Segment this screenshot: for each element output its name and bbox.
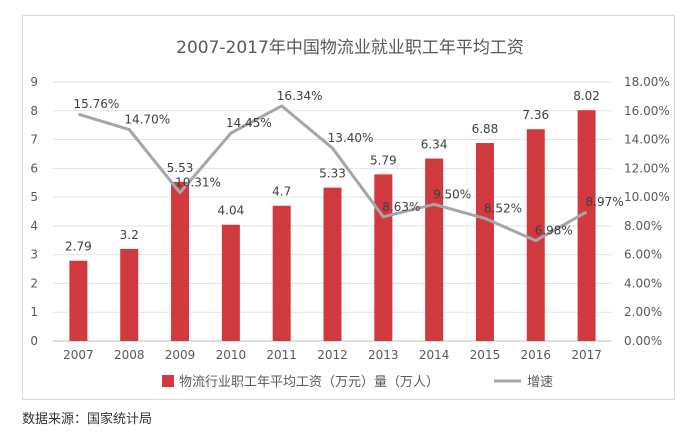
line-value-label: 16.34% [277, 89, 323, 103]
legend-line-label: 增速 [527, 375, 553, 390]
right-tick-label: 18.00% [624, 75, 670, 89]
x-tick-label: 2014 [419, 348, 450, 362]
bar-value-label: 8.02 [573, 89, 600, 103]
x-tick-label: 2013 [368, 348, 399, 362]
right-tick-label: 2.00% [624, 305, 662, 319]
line-value-label: 8.97% [586, 195, 624, 209]
x-tick-label: 2017 [571, 348, 602, 362]
legend: 物流行业职工年平均工资（万元）量（万人） 增速 [162, 375, 553, 390]
bar-value-label: 5.33 [319, 167, 346, 181]
left-tick-label: 1 [30, 305, 38, 319]
right-tick-label: 0.00% [624, 334, 662, 348]
left-tick-label: 3 [30, 248, 38, 262]
bar [120, 248, 139, 341]
line-series [77, 104, 588, 243]
x-tick-label: 2009 [165, 348, 196, 362]
line-value-label: 9.50% [433, 187, 471, 201]
chart-title: 2007-2017年中国物流业就业职工年平均工资 [176, 38, 524, 58]
left-tick-label: 6 [30, 161, 38, 175]
line-value-label: 8.52% [484, 201, 522, 215]
x-tick-label: 2015 [470, 348, 501, 362]
x-tick-label: 2012 [317, 348, 348, 362]
bar-series [69, 110, 596, 341]
bar-value-label: 2.79 [65, 240, 92, 254]
line-value-label: 6.98% [535, 224, 573, 238]
line-value-label: 14.70% [124, 112, 170, 126]
bar-value-label: 6.34 [421, 138, 448, 152]
bar-value-label: 5.53 [167, 161, 194, 175]
right-tick-label: 4.00% [624, 276, 662, 290]
bar [69, 260, 88, 341]
x-tick-label: 2007 [63, 348, 94, 362]
left-tick-label: 4 [30, 219, 38, 233]
x-tick-label: 2011 [266, 348, 297, 362]
right-tick-label: 16.00% [624, 104, 670, 118]
left-axis: 0 1 2 3 4 5 6 7 8 9 [30, 75, 38, 348]
bar [272, 205, 291, 341]
bar-value-label: 4.04 [218, 204, 245, 218]
bar-value-label: 6.88 [472, 122, 499, 136]
legend-bar-swatch [162, 375, 174, 387]
bar [577, 110, 596, 341]
bar-value-label: 7.36 [522, 108, 549, 122]
line-value-label: 10.31% [175, 176, 221, 190]
line-value-label: 15.76% [74, 97, 120, 111]
right-tick-label: 10.00% [624, 190, 670, 204]
left-tick-label: 2 [30, 276, 38, 290]
bar [425, 158, 444, 341]
x-tick-label: 2016 [520, 348, 551, 362]
bar-value-label: 4.7 [272, 185, 291, 199]
line-data-labels: 15.76% 14.70% 10.31% 14.45% 16.34% 13.40% 8.63… [74, 89, 624, 238]
bar [221, 224, 240, 341]
left-tick-label: 5 [30, 190, 38, 204]
left-tick-label: 0 [30, 334, 38, 348]
source-note: 数据来源：国家统计局 [22, 412, 153, 427]
bar-value-label: 3.2 [120, 228, 139, 242]
growth-line [77, 104, 588, 243]
x-tick-label: 2010 [216, 348, 247, 362]
right-tick-label: 14.00% [624, 133, 670, 147]
x-tick-label: 2008 [114, 348, 145, 362]
right-tick-label: 8.00% [624, 219, 662, 233]
grid-lines [53, 81, 612, 342]
line-value-label: 8.63% [382, 200, 420, 214]
line-value-label: 13.40% [328, 131, 374, 145]
right-tick-label: 12.00% [624, 161, 670, 175]
x-axis: 2007 2008 2009 2010 2011 2012 2013 2014 2015 2016… [63, 348, 602, 362]
right-axis: 0.00% 2.00% 4.00% 6.00% 8.00% 10.00% 12.00% 14.… [624, 75, 670, 348]
left-tick-label: 9 [30, 75, 38, 89]
legend-bar-label: 物流行业职工年平均工资（万元）量（万人） [179, 375, 439, 390]
right-tick-label: 6.00% [624, 248, 662, 262]
left-tick-label: 7 [30, 133, 38, 147]
bar [526, 129, 545, 341]
left-tick-label: 8 [30, 104, 38, 118]
bar-value-label: 5.79 [370, 153, 397, 167]
line-value-label: 14.45% [226, 116, 272, 130]
bar [323, 187, 342, 341]
bar [171, 181, 190, 341]
bar [475, 143, 494, 341]
bar-data-labels: 2.79 3.2 5.53 4.04 4.7 5.33 5.79 6.34 6.88 7.36 8.… [65, 89, 600, 254]
